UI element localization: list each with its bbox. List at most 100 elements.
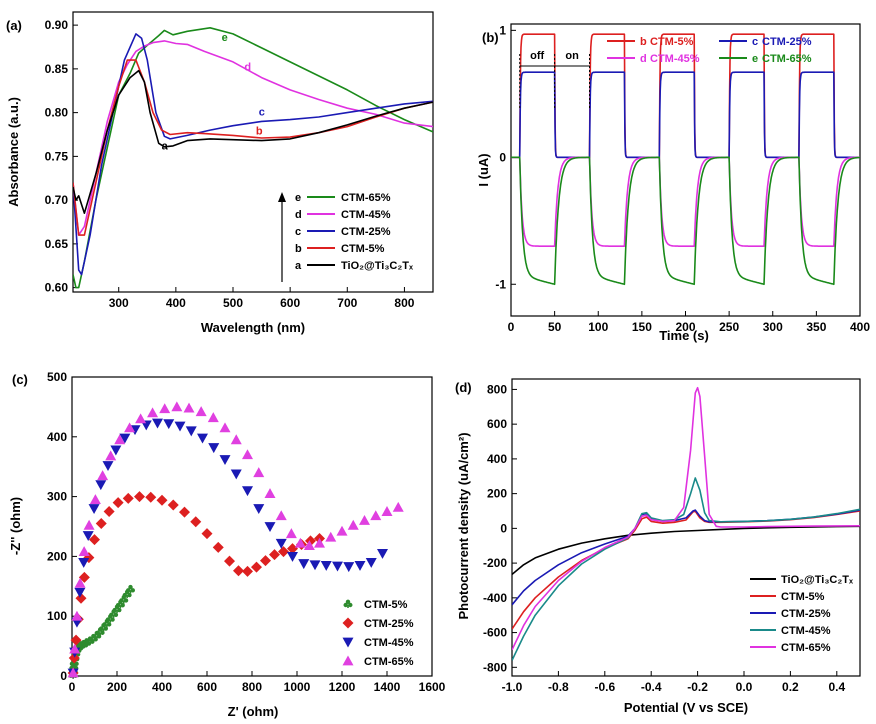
y-tick-label: 0.75 [45, 149, 69, 163]
legend: TiO₂@Ti₃C₂Tₓ CTM-5% CTM-25% CTM-45% CTM-65% [750, 574, 854, 654]
data-point-triangle-up [135, 413, 147, 424]
data-point-triangle-up [230, 434, 242, 445]
data-point-triangle-up [71, 610, 83, 621]
x-tick-label: 400 [152, 680, 172, 694]
series-3 [67, 401, 404, 678]
arrow-head [278, 192, 286, 202]
data-point-triangle-up [171, 401, 183, 412]
x-tick-label: 100 [588, 320, 608, 334]
series-line-b [73, 59, 433, 236]
series-line-a [73, 69, 433, 214]
y-tick-label: 400 [487, 452, 507, 466]
plot-frame [72, 11, 434, 293]
legend-letter: c [752, 36, 758, 48]
x-axis-label: Wavelength (nm) [201, 320, 305, 335]
data-point-diamond [75, 592, 87, 604]
x-tick-label: 300 [109, 296, 129, 310]
x-axis-label: Potential (V vs SCE) [624, 700, 748, 715]
data-point-triangle-down [275, 538, 287, 549]
series-line-c [511, 71, 860, 159]
legend-letter: a [295, 260, 302, 272]
y-tick-label: 500 [47, 370, 67, 384]
y-axis-label: -Z'' (ohm) [8, 497, 23, 555]
data-point-triangle-up [124, 422, 136, 433]
x-tick-label: -0.4 [641, 680, 662, 694]
data-point-triangle-up [114, 434, 126, 445]
data-point-triangle-down [253, 504, 265, 515]
data-point-diamond [224, 555, 235, 567]
y-tick-label: 0.80 [45, 106, 69, 120]
y-axis-label: Absorbance (a.u.) [6, 97, 21, 207]
series-2 [67, 418, 388, 679]
series-line-0 [512, 525, 860, 576]
data-point-triangle-up [207, 412, 219, 423]
legend-label: CTM-25% [781, 608, 831, 620]
data-point-triangle-down [95, 480, 107, 491]
x-tick-label: 350 [806, 320, 826, 334]
x-tick-label: 150 [632, 320, 652, 334]
data-point-triangle-down [208, 443, 220, 454]
data-point-triangle-down [298, 559, 310, 570]
y-tick-label: 0 [60, 669, 67, 683]
panel-2: 0 200 400 600 800 1000 1200 1400 1600 0 100 200 300 4… [8, 370, 446, 719]
data-point-triangle-up [381, 506, 393, 516]
legend-letter: c [295, 226, 301, 238]
legend: e CTM-65% d CTM-45% c CTM-25% b CTM-5% a TiO₂@Ti₃… [295, 192, 414, 272]
data-point-triangle-down [152, 418, 163, 429]
data-point-triangle-down [342, 637, 354, 648]
plot-frame [71, 376, 433, 677]
series-letter-label: b [256, 126, 263, 138]
y-axis-label: I (uA) [476, 153, 491, 186]
x-tick-label: 1000 [284, 680, 311, 694]
x-tick-label: 250 [719, 320, 739, 334]
x-tick-label: 1400 [374, 680, 401, 694]
data-point-triangle-up [147, 407, 159, 418]
data-point-triangle-up [359, 515, 370, 525]
data-point-triangle-down [230, 469, 242, 480]
legend-letter: d [640, 53, 647, 65]
series-line-c [73, 33, 433, 276]
data-point-diamond [212, 541, 224, 553]
data-point-triangle-up [285, 528, 297, 539]
x-tick-label: 300 [763, 320, 783, 334]
x-tick-label: -0.6 [594, 680, 615, 694]
legend-label: CTM-5% [650, 36, 694, 48]
series-1 [67, 491, 325, 679]
data-point-diamond [122, 492, 134, 504]
data-point-triangle-down [343, 562, 355, 573]
data-point-triangle-up [69, 643, 81, 654]
data-point-triangle-down [74, 587, 86, 598]
x-tick-label: 0 [508, 320, 515, 334]
data-point-diamond [134, 491, 145, 503]
y-tick-label: -200 [483, 556, 507, 570]
legend-label: CTM-65% [364, 656, 414, 668]
data-point-diamond [70, 634, 82, 646]
data-point-triangle-down [354, 560, 366, 571]
data-point-triangle-up [336, 525, 348, 536]
data-point-diamond [167, 499, 179, 511]
x-tick-label: 0.4 [828, 680, 845, 694]
data-point-triangle-up [303, 540, 315, 551]
y-tick-label: -1 [495, 277, 506, 291]
data-point-club [343, 599, 353, 608]
legend-label: CTM-45% [364, 637, 414, 649]
legend-label: CTM-45% [341, 209, 391, 221]
data-point-diamond [89, 534, 100, 546]
data-point-triangle-down [102, 461, 114, 472]
data-point-diamond [251, 561, 262, 573]
x-tick-label: 0.0 [736, 680, 753, 694]
data-point-triangle-up [97, 470, 109, 481]
data-point-triangle-up [347, 519, 359, 530]
data-point-diamond [156, 494, 168, 506]
y-tick-label: 0.85 [45, 62, 69, 76]
series-letter-label: e [222, 32, 228, 44]
data-point-diamond [269, 549, 280, 561]
panel-label: (d) [455, 380, 472, 395]
y-tick-label: 0 [499, 150, 506, 164]
series-line-3 [512, 477, 860, 661]
legend-label: CTM-65% [781, 642, 831, 654]
y-tick-label: 600 [487, 417, 507, 431]
legend-letter: e [752, 53, 758, 65]
panel-label: (a) [6, 18, 22, 33]
y-tick-label: 800 [487, 382, 507, 396]
